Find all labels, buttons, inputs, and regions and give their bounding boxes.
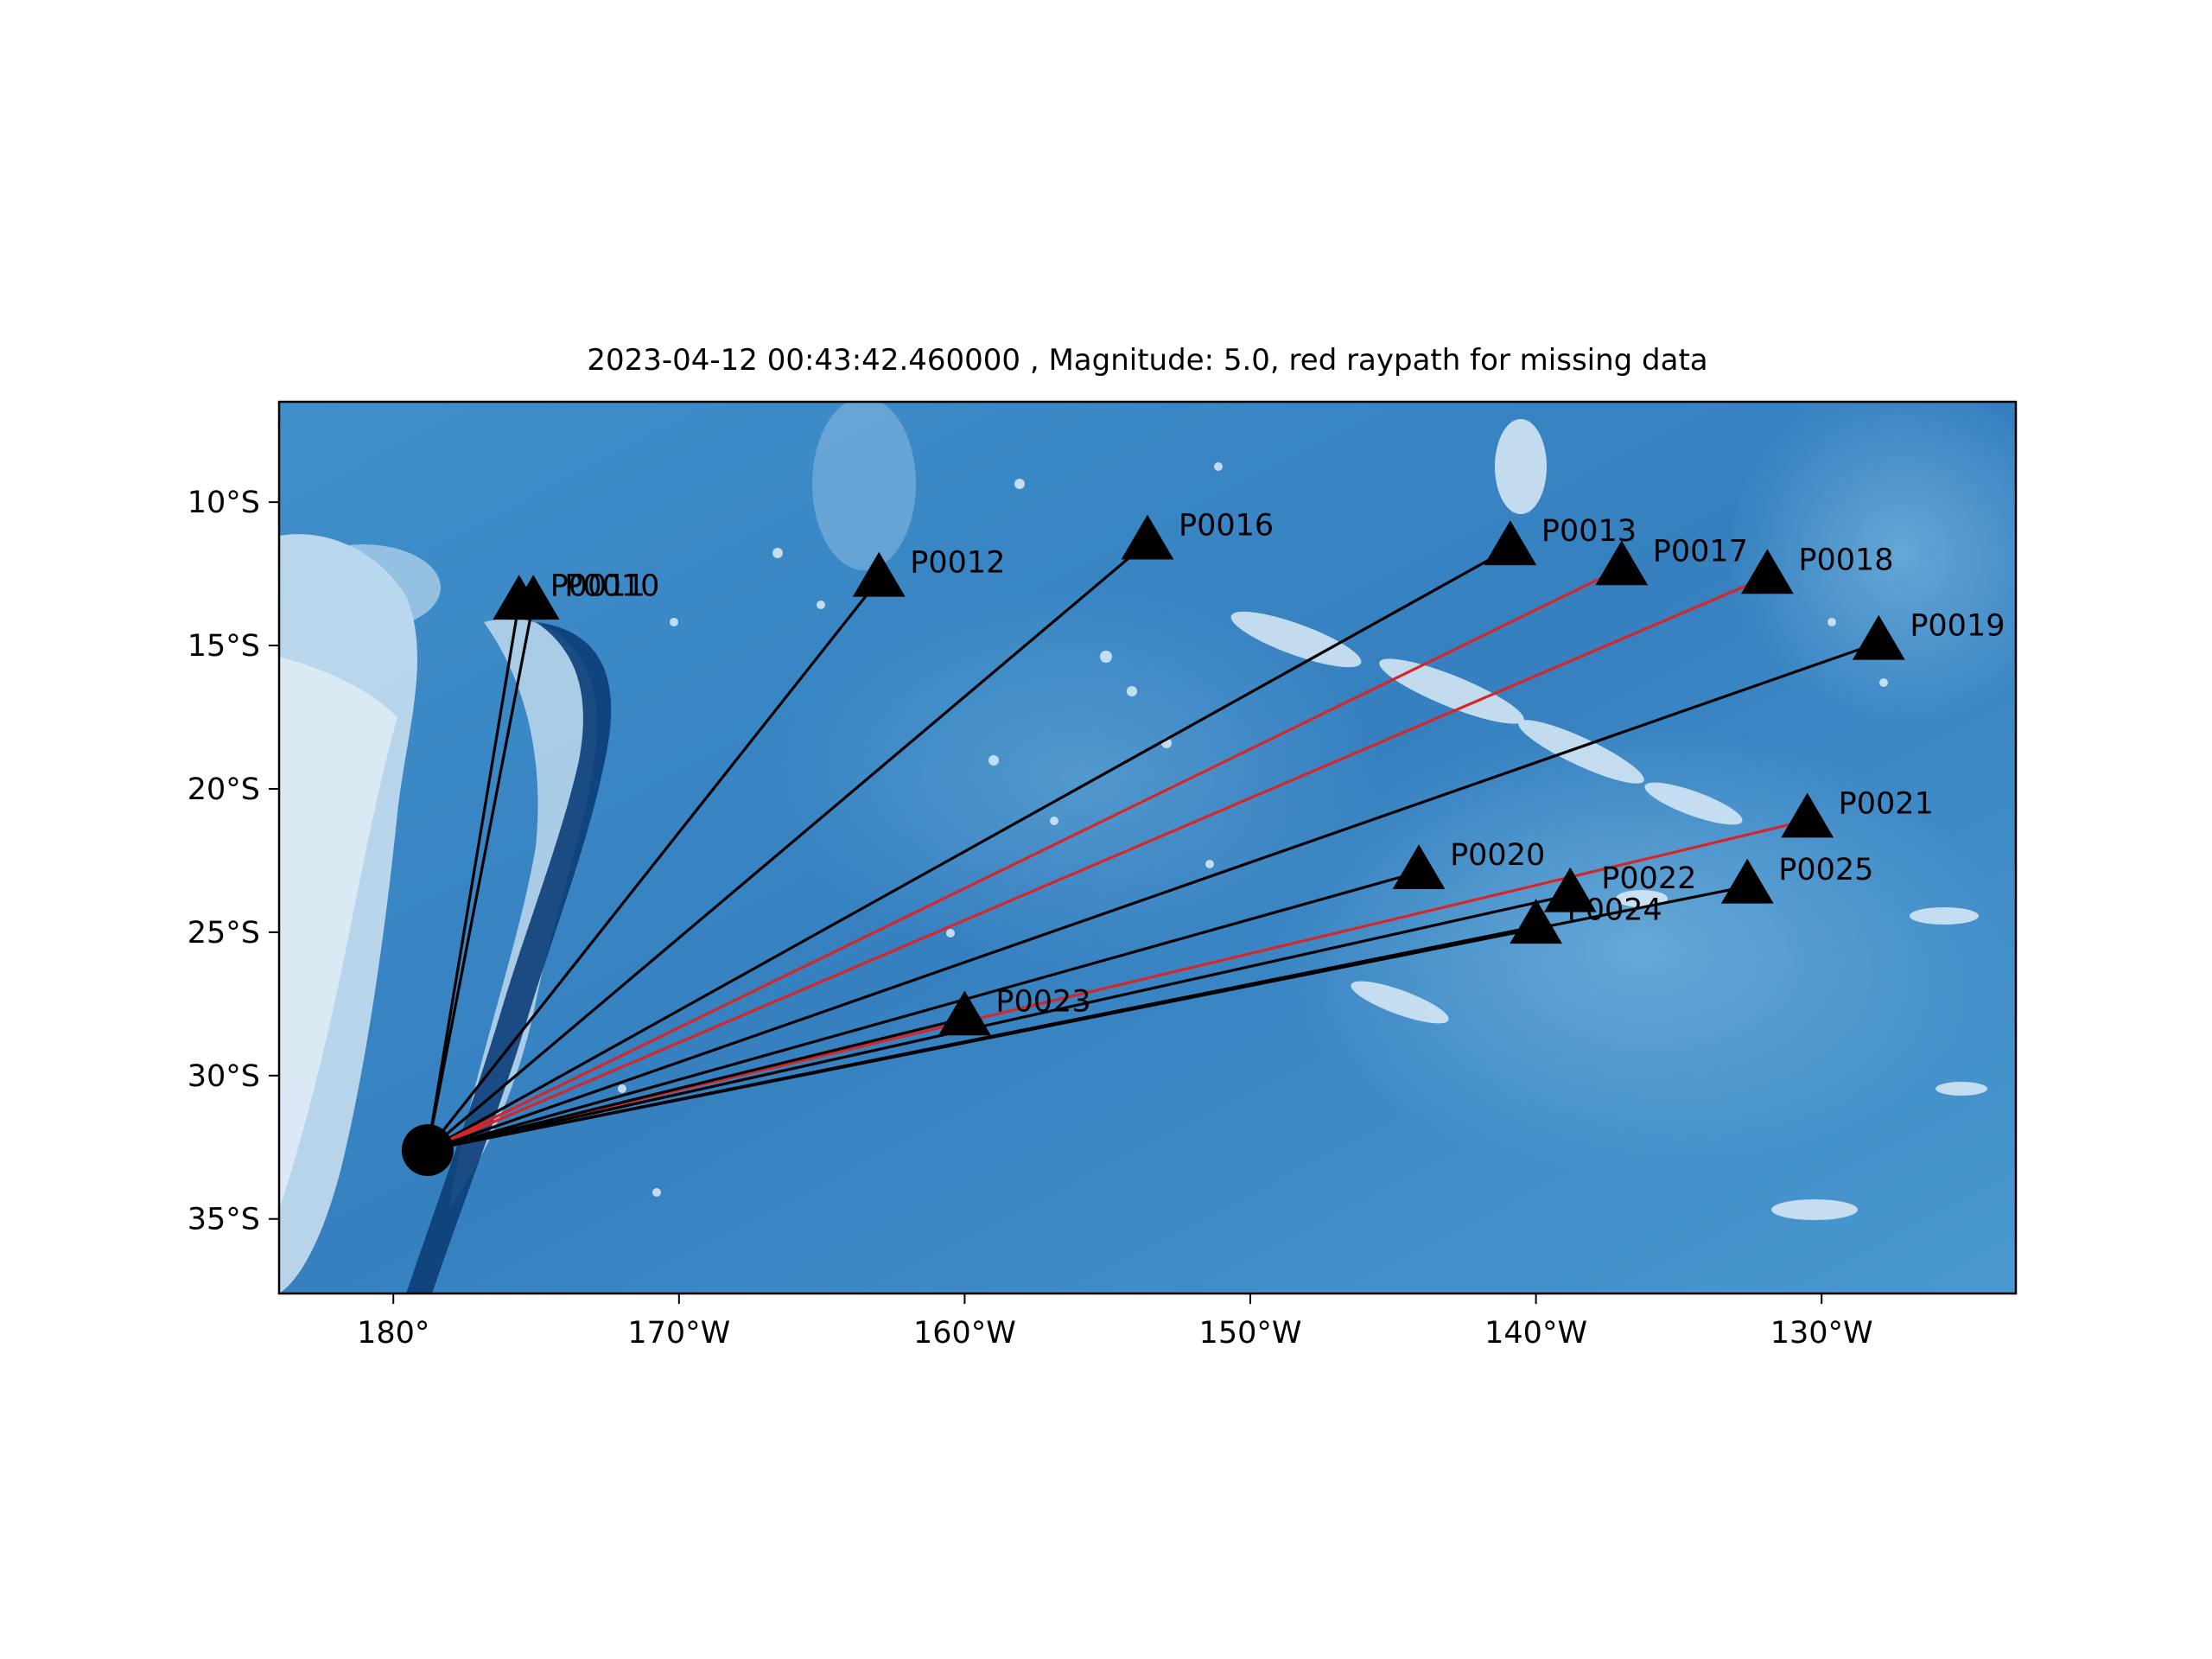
station-label-p0011: P0011 (550, 569, 645, 603)
raypath-p0019 (427, 641, 1879, 1152)
raypath-p0018 (427, 575, 1769, 1152)
station-label-p0021: P0021 (1839, 786, 1934, 821)
station-label-p0020: P0020 (1450, 838, 1545, 873)
event-layer (401, 1124, 454, 1177)
station-label-p0018: P0018 (1798, 543, 1893, 577)
station-marker-p0013 (1484, 520, 1537, 566)
station-marker-p0021 (1781, 792, 1834, 838)
x-tick-label: 130°W (1770, 1316, 1873, 1351)
map-frame (277, 400, 2018, 1295)
raypath-p0023 (427, 1016, 965, 1152)
raypath-p0016 (426, 541, 1149, 1152)
chart-title: 2023-04-12 00:43:42.460000 , Magnitude: … (587, 343, 1707, 378)
station-label-p0025: P0025 (1778, 853, 1873, 887)
station-label-p0024: P0024 (1567, 893, 1662, 927)
raypath-p0022 (427, 893, 1571, 1152)
raypath-p0021 (427, 818, 1808, 1152)
y-tick-label: 25°S (188, 916, 260, 950)
station-marker-p0020 (1392, 844, 1446, 890)
x-tick-label: 160°W (913, 1316, 1016, 1351)
y-tick-label: 20°S (188, 772, 260, 807)
raypath-p0024 (427, 925, 1536, 1152)
y-tick-label: 10°S (188, 486, 260, 520)
station-marker-p0019 (1852, 614, 1905, 660)
station-label-p0017: P0017 (1653, 534, 1748, 569)
raypath-p0020 (427, 870, 1420, 1152)
station-marker-p0017 (1595, 540, 1649, 586)
x-tick-label: 170°W (627, 1316, 730, 1351)
station-marker-p0016 (1121, 514, 1174, 560)
y-tick-label: 35°S (188, 1203, 260, 1237)
station-label-p0010: P0010 (564, 569, 659, 603)
station-marker-p0023 (938, 990, 991, 1036)
x-tick-label: 180° (357, 1316, 429, 1351)
event-epicenter-marker (401, 1124, 454, 1177)
station-marker-p0024 (1510, 899, 1563, 944)
station-marker-p0018 (1740, 549, 1794, 594)
x-tick-label: 150°W (1199, 1316, 1302, 1351)
station-label-p0019: P0019 (1910, 609, 2005, 644)
axis-ticks: 180° 170°W 160°W 150°W 140°W 130°W 10°S 15°S 20°… (188, 486, 1873, 1351)
station-marker-p0011 (493, 575, 546, 620)
station-marker-p0025 (1720, 858, 1774, 904)
raypath-p0012 (426, 578, 880, 1152)
station-label-p0016: P0016 (1179, 509, 1274, 543)
station-marker-p0022 (1543, 867, 1597, 912)
station-label-p0012: P0012 (910, 546, 1005, 581)
raypath-p0010 (426, 601, 535, 1151)
raypaths-layer (426, 541, 1879, 1152)
raypath-p0017 (427, 567, 1623, 1152)
y-tick-label: 30°S (188, 1059, 260, 1094)
y-tick-label: 15°S (188, 629, 260, 664)
raypath-p0011 (426, 602, 521, 1151)
station-marker-p0012 (852, 551, 906, 597)
station-label-p0022: P0022 (1601, 861, 1696, 896)
x-tick-label: 140°W (1484, 1316, 1587, 1351)
raypath-p0013 (427, 546, 1511, 1152)
station-label-p0023: P0023 (995, 984, 1090, 1019)
